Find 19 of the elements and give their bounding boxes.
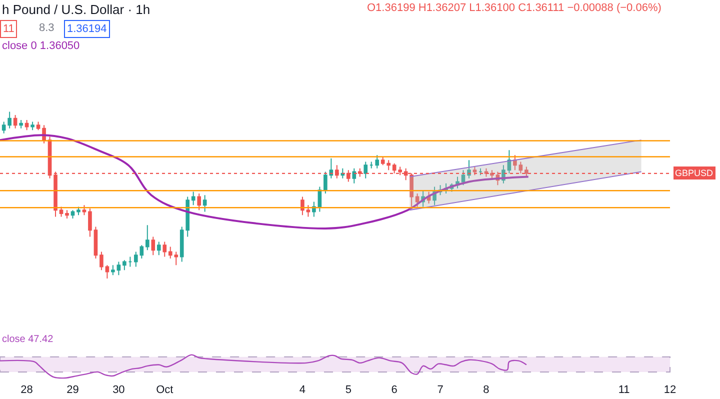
text: 8.3 xyxy=(39,22,54,34)
text: close 47.42 xyxy=(2,334,54,345)
x-tick-label: 6 xyxy=(391,384,398,396)
x-tick-label: 29 xyxy=(66,384,79,396)
ref-line-label: GBPUSD xyxy=(675,168,714,178)
x-tick-label: 11 xyxy=(618,384,630,396)
x-tick-label: 30 xyxy=(112,384,125,396)
text: 1.36194 xyxy=(67,23,107,35)
text: close 0 1.36050 xyxy=(2,40,80,52)
text: 11 xyxy=(3,23,14,35)
chart-title: h Pound / U.S. Dollar · 1h xyxy=(2,2,150,17)
x-tick-label: 7 xyxy=(437,384,444,396)
x-tick-label: 5 xyxy=(345,384,352,396)
x-tick-label: 28 xyxy=(20,384,33,396)
x-tick-label: 8 xyxy=(483,384,490,396)
x-tick-label: 4 xyxy=(299,384,306,396)
x-tick-label: Oct xyxy=(156,384,174,396)
x-tick-label: 12 xyxy=(664,384,676,396)
text: O1.36199 H1.36207 L1.36100 C1.36111 −0.00088 (−0.06%) xyxy=(367,2,662,14)
